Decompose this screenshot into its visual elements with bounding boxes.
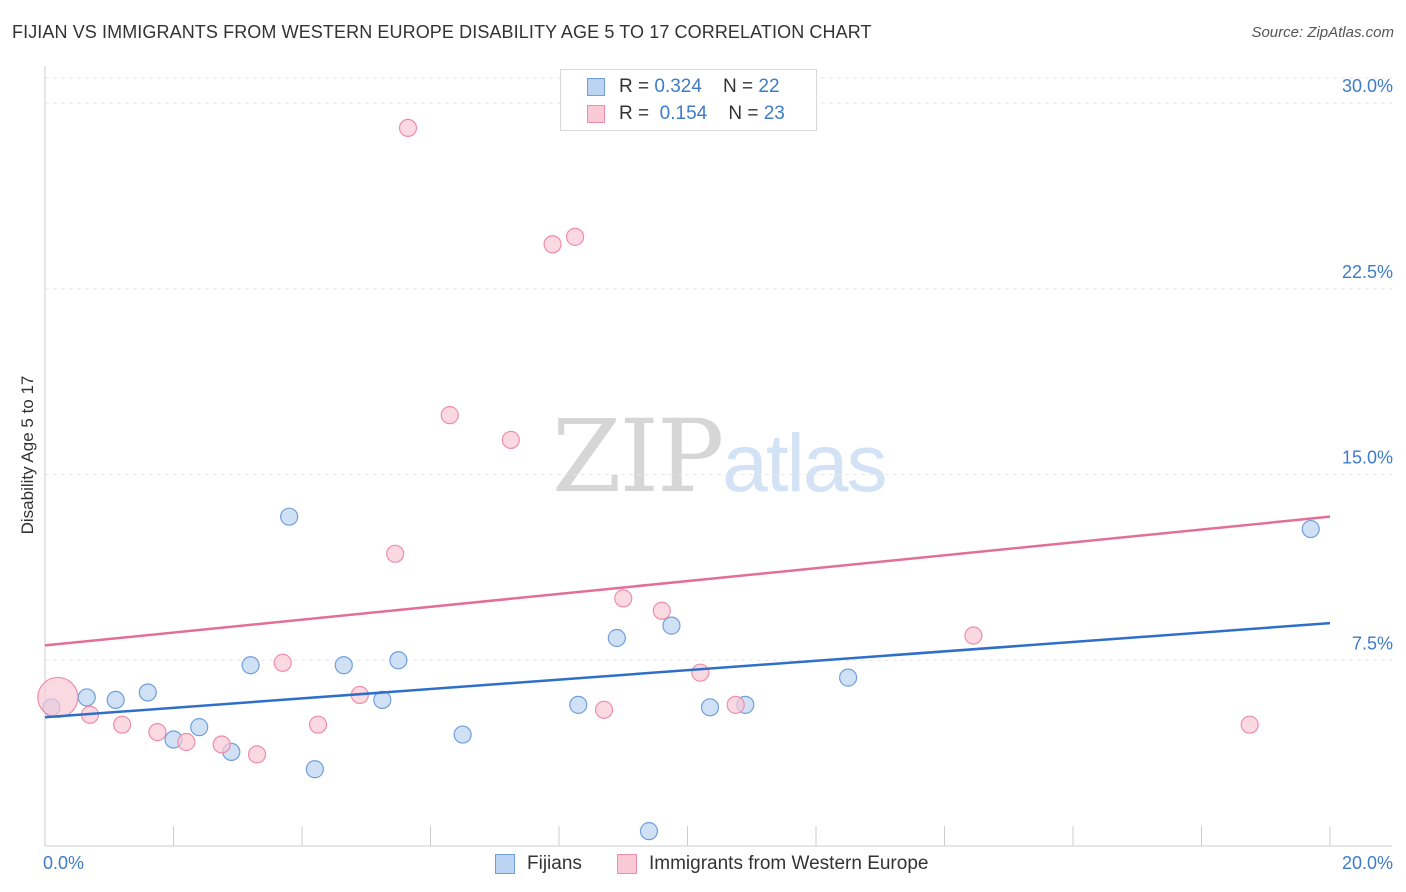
point-western-europe xyxy=(440,406,459,425)
point-fijian xyxy=(280,507,299,526)
point-western-europe xyxy=(212,735,231,754)
point-fijian xyxy=(77,688,96,707)
point-western-europe xyxy=(37,676,79,719)
y-tick-label: 30.0% xyxy=(1342,76,1393,96)
point-fijian xyxy=(607,628,626,648)
n-label: N = xyxy=(723,76,759,97)
point-fijian xyxy=(839,668,858,687)
point-western-europe xyxy=(594,700,614,719)
point-western-europe xyxy=(652,601,671,620)
point-western-europe xyxy=(543,235,562,254)
legend-label-fijians: Fijians xyxy=(527,853,582,874)
point-fijian xyxy=(662,616,681,635)
point-western-europe xyxy=(148,722,167,742)
point-western-europe xyxy=(565,227,585,246)
point-western-europe xyxy=(964,626,983,645)
legend-text-western-europe: R = 0.154 N = 23 xyxy=(619,103,785,125)
legend-item-western-europe: Immigrants from Western Europe xyxy=(617,850,928,878)
point-western-europe xyxy=(691,663,710,682)
r-label: R = xyxy=(619,103,655,124)
point-western-europe xyxy=(273,653,292,672)
legend-item-fijians: Fijians xyxy=(495,850,582,878)
legend-swatch-fijians xyxy=(495,854,515,874)
correlation-legend: R = 0.324 N = 22 R = 0.154 N = 23 xyxy=(560,69,817,131)
n-value: 23 xyxy=(763,103,785,124)
point-fijian xyxy=(334,656,353,675)
point-western-europe xyxy=(726,695,745,714)
legend-swatch-western-europe xyxy=(617,854,637,874)
r-value: 0.324 xyxy=(654,76,702,97)
point-western-europe xyxy=(112,715,132,734)
point-western-europe xyxy=(614,589,633,608)
watermark-zip: ZIP xyxy=(552,398,724,515)
point-western-europe xyxy=(398,118,418,138)
x-tick-label-max: 20.0% xyxy=(1342,853,1393,873)
chart-title: FIJIAN VS IMMIGRANTS FROM WESTERN EUROPE… xyxy=(12,22,872,42)
point-fijian xyxy=(1301,519,1320,539)
point-western-europe xyxy=(501,430,520,450)
legend-text-fijians: R = 0.324 N = 22 xyxy=(619,76,780,98)
trend-line-western-europe xyxy=(44,515,1331,647)
point-fijian xyxy=(190,718,209,737)
r-label: R = xyxy=(619,76,655,97)
point-fijian xyxy=(106,690,125,710)
point-western-europe xyxy=(308,715,328,734)
n-label: N = xyxy=(728,103,764,124)
legend-swatch-fijians xyxy=(587,78,605,96)
watermark: ZIPatlas xyxy=(552,398,888,515)
point-western-europe xyxy=(177,732,196,752)
legend-label-western-europe: Immigrants from Western Europe xyxy=(649,853,929,874)
point-western-europe xyxy=(386,544,405,563)
point-fijian xyxy=(138,683,157,702)
point-fijian xyxy=(453,725,472,744)
point-fijian xyxy=(639,822,659,841)
trend-line-fijian xyxy=(44,621,1331,719)
point-fijian xyxy=(241,656,260,675)
point-fijian xyxy=(305,760,324,779)
r-value: 0.154 xyxy=(659,103,708,124)
y-tick-label: 22.5% xyxy=(1342,262,1393,282)
x-tick-label-min: 0.0% xyxy=(43,853,84,873)
point-western-europe xyxy=(247,745,267,764)
point-fijian xyxy=(700,698,720,717)
y-tick-label: 15.0% xyxy=(1342,448,1393,468)
point-western-europe xyxy=(1240,715,1259,734)
point-fijian xyxy=(569,695,588,714)
watermark-atlas: atlas xyxy=(722,418,887,509)
legend-swatch-western-europe xyxy=(587,105,605,123)
n-value: 22 xyxy=(758,76,780,97)
y-tick-label: 7.5% xyxy=(1352,633,1393,653)
point-fijian xyxy=(389,651,408,670)
source-label: Source: ZipAtlas.com xyxy=(1251,24,1394,41)
